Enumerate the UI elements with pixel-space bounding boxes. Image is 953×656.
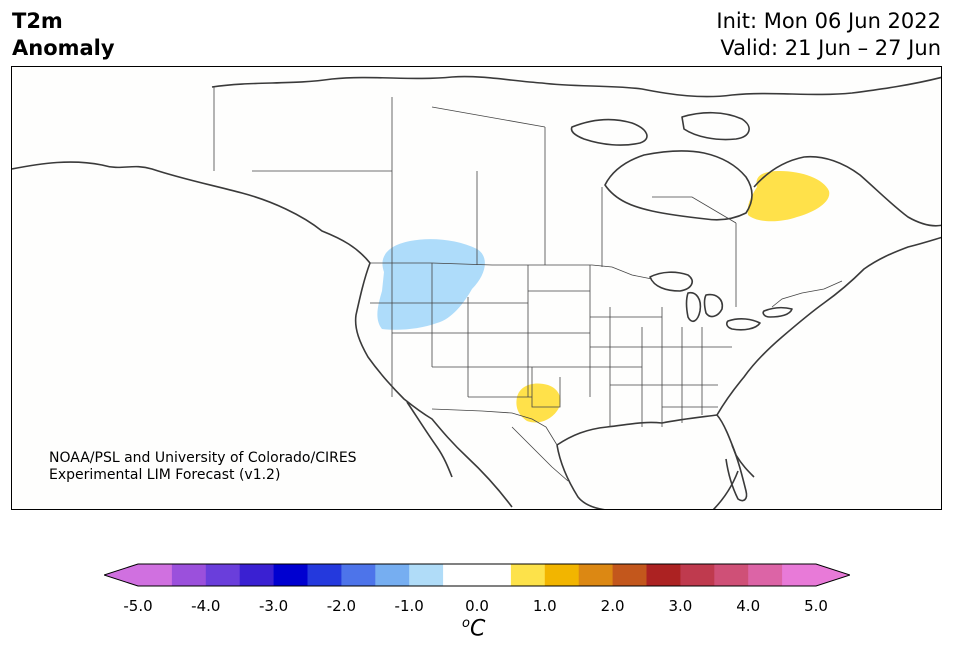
colorbar-bin-11 — [544, 564, 580, 586]
data-credit: NOAA/PSL and University of Colorado/CIRE… — [49, 450, 357, 484]
colorbar-outline — [104, 563, 850, 587]
colorbar-bin-18 — [782, 564, 817, 586]
map-panel — [11, 66, 942, 510]
tick-label: 3.0 — [668, 597, 693, 615]
colorbar-bin-16 — [714, 564, 749, 586]
colorbar-bin-8 — [409, 564, 444, 586]
northwest-cold-anomaly — [377, 239, 485, 330]
coastline — [12, 75, 941, 509]
tick-label: -4.0 — [191, 597, 221, 615]
colorbar-bin-2 — [205, 564, 241, 586]
colorbar-bin-9 — [443, 564, 512, 586]
unit-base: C — [469, 616, 486, 642]
north-america-map — [12, 67, 941, 509]
unit-prefix: o — [462, 616, 470, 631]
tick-label: -5.0 — [123, 597, 153, 615]
colorbar-bin-17 — [748, 564, 783, 586]
tick-label: 1.0 — [532, 597, 557, 615]
credit-line-2: Experimental LIM Forecast (v1.2) — [49, 467, 281, 483]
colorbar-bin-14 — [646, 564, 681, 586]
colorbar-bin-13 — [612, 564, 647, 586]
colorbar-bin-1 — [171, 564, 207, 586]
texas-warm-anomaly — [516, 383, 561, 423]
colorbar-bin-6 — [341, 564, 376, 586]
credit-line-1: NOAA/PSL and University of Colorado/CIRE… — [49, 450, 357, 466]
colorbar-under-arrow — [104, 564, 138, 586]
colorbar-bin-0 — [138, 564, 173, 586]
colorbar-bin-3 — [239, 564, 275, 586]
colorbar-over-arrow — [816, 564, 850, 586]
tick-label: 2.0 — [600, 597, 625, 615]
valid-range: Valid: 21 Jun – 27 Jun — [720, 36, 941, 60]
colorbar-bins — [138, 564, 817, 586]
colorbar-bin-10 — [510, 564, 546, 586]
tick-label: 0.0 — [465, 597, 489, 615]
forecast-dates: Init: Mon 06 Jun 2022 Valid: 21 Jun – 27… — [716, 8, 941, 62]
tick-label: -1.0 — [394, 597, 424, 615]
colorbar-bin-4 — [273, 564, 308, 586]
hudson-bay-warm-anomaly — [747, 171, 830, 222]
political-boundaries — [213, 87, 843, 482]
tick-label: -3.0 — [258, 597, 289, 615]
init-date: Init: Mon 06 Jun 2022 — [716, 9, 941, 33]
colorbar-unit: oC — [462, 616, 485, 641]
title-type: Anomaly — [12, 36, 115, 60]
tick-label: 4.0 — [736, 597, 761, 615]
colorbar-bin-5 — [307, 564, 342, 586]
colorbar-bin-15 — [680, 564, 715, 586]
colorbar-tick-labels: -5.0 -4.0 -3.0 -2.0 -1.0 0.0 1.0 2.0 3.0 4.0 5.0 — [0, 597, 953, 617]
colorbar-bin-7 — [375, 564, 410, 586]
tick-label: 5.0 — [804, 597, 828, 615]
title-variable: T2m — [12, 9, 63, 33]
colorbar-bin-12 — [578, 564, 614, 586]
tick-label: -2.0 — [326, 597, 357, 615]
map-title: T2m Anomaly — [12, 8, 115, 62]
colorbar — [104, 563, 850, 587]
